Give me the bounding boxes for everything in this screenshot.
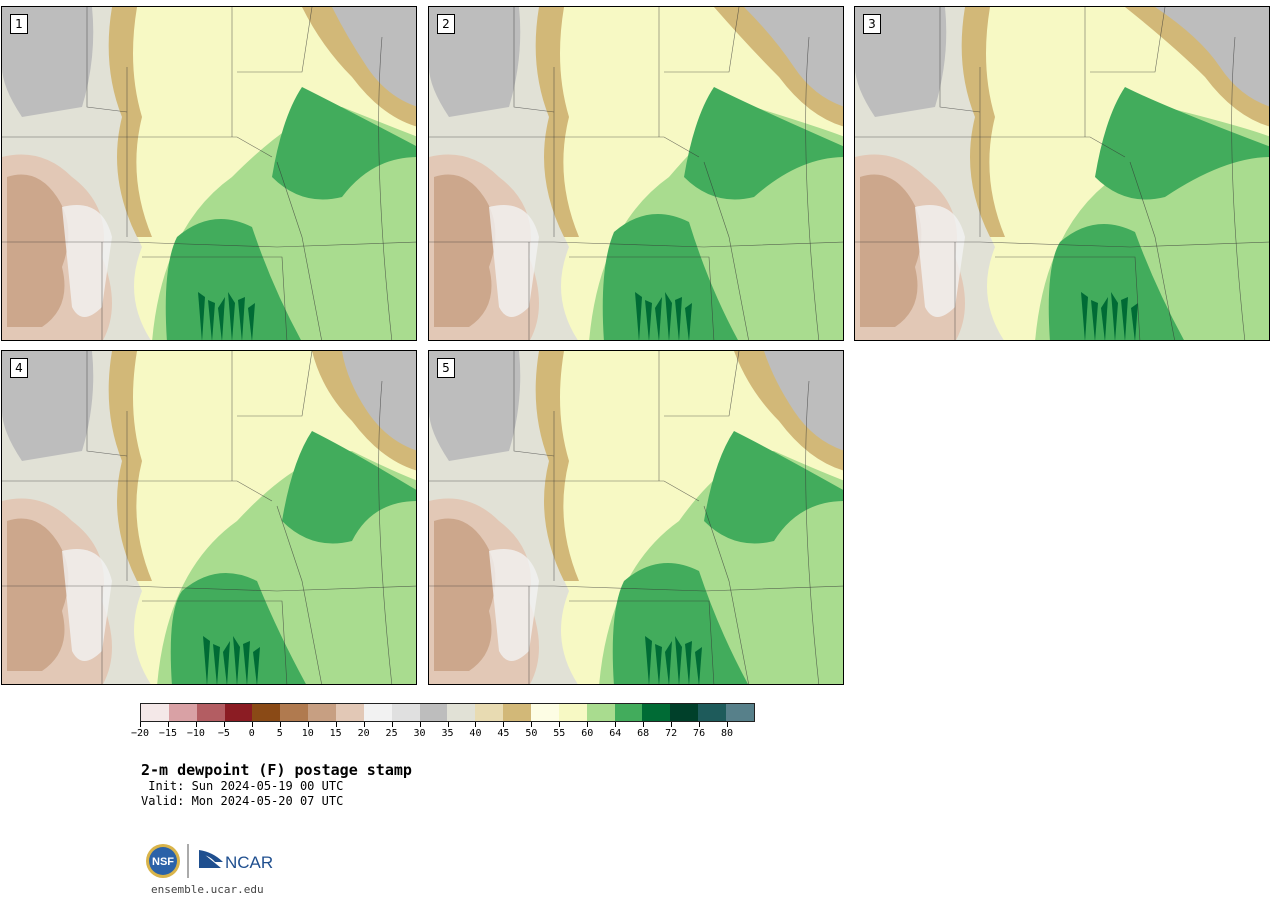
colorbar-tick-label: 76 <box>693 728 706 739</box>
colorbar-swatch <box>670 704 699 721</box>
colorbar-tick-label: −20 <box>130 728 150 739</box>
colorbar-swatch <box>475 704 504 721</box>
colorbar-ticks: −20 −15 −10 −5 0 5 10 15 20 25 30 35 40 45 50 55 60 64 68 7… <box>131 722 755 742</box>
colorbar-tick <box>307 722 309 727</box>
plot-title: 2-m dewpoint (F) postage stamp <box>141 761 412 779</box>
site-url[interactable]: ensemble.ucar.edu <box>151 883 264 896</box>
colorbar-tick <box>251 722 253 727</box>
colorbar-tick <box>475 722 477 727</box>
colorbar-swatch <box>141 704 169 721</box>
logos: NSF NCAR <box>143 842 278 882</box>
colorbar-tick-label: 55 <box>553 728 566 739</box>
colorbar-tick <box>587 722 589 727</box>
colorbar-tick <box>167 722 169 727</box>
colorbar-tick <box>419 722 421 727</box>
colorbar-tick <box>447 722 449 727</box>
colorbar-tick-label: 80 <box>721 728 734 739</box>
colorbar-tick <box>391 722 393 727</box>
colorbar-swatch <box>308 704 337 721</box>
colorbar-tick-label: 64 <box>609 728 622 739</box>
colorbar-swatch <box>642 704 671 721</box>
colorbar-swatch <box>252 704 281 721</box>
stamp-panel-5[interactable]: 5 <box>428 350 844 685</box>
colorbar-tick-label: 68 <box>637 728 650 739</box>
colorbar-swatch <box>726 704 754 721</box>
colorbar-swatch <box>280 704 309 721</box>
colorbar-swatch <box>447 704 476 721</box>
colorbar-tick <box>531 722 533 727</box>
dewpoint-map-3 <box>855 7 1269 340</box>
colorbar-swatch <box>503 704 532 721</box>
colorbar-swatch <box>419 704 448 721</box>
colorbar-swatch <box>168 704 197 721</box>
colorbar-swatch <box>363 704 392 721</box>
colorbar-swatch <box>558 704 587 721</box>
colorbar-tick-label: 35 <box>441 728 454 739</box>
colorbar-tick <box>671 722 673 727</box>
colorbar-tick-label: 20 <box>357 728 370 739</box>
colorbar-tick-label: 40 <box>469 728 482 739</box>
colorbar-tick <box>279 722 281 727</box>
nsf-logo: NSF <box>146 844 180 878</box>
colorbar-tick <box>195 722 197 727</box>
colorbar-tick <box>223 722 225 727</box>
colorbar-tick-label: 25 <box>385 728 398 739</box>
panel-label: 5 <box>437 358 455 378</box>
dewpoint-map-4 <box>2 351 416 684</box>
valid-time: Valid: Mon 2024-05-20 07 UTC <box>141 794 344 808</box>
stamp-panel-3[interactable]: 3 <box>854 6 1270 341</box>
colorbar-tick <box>615 722 617 727</box>
colorbar-swatch <box>391 704 420 721</box>
colorbar-tick <box>699 722 701 727</box>
panel-label: 1 <box>10 14 28 34</box>
dewpoint-map-5 <box>429 351 843 684</box>
colorbar-tick <box>335 722 337 727</box>
colorbar-tick <box>643 722 645 727</box>
colorbar-tick-label: 45 <box>497 728 510 739</box>
stamp-panel-1[interactable]: 1 <box>1 6 417 341</box>
init-time: Init: Sun 2024-05-19 00 UTC <box>141 779 344 793</box>
colorbar-swatch <box>224 704 253 721</box>
colorbar-tick-label: 50 <box>525 728 538 739</box>
panel-label: 2 <box>437 14 455 34</box>
colorbar-tick-label: −5 <box>217 728 230 739</box>
panel-label: 4 <box>10 358 28 378</box>
panel-label: 3 <box>863 14 881 34</box>
colorbar-tick <box>140 722 141 727</box>
colorbar-tick-label: −10 <box>186 728 205 739</box>
colorbar-tick-label: 30 <box>413 728 426 739</box>
stamp-panel-2[interactable]: 2 <box>428 6 844 341</box>
colorbar-swatch <box>698 704 727 721</box>
colorbar-tick <box>727 722 729 727</box>
colorbar-swatch <box>336 704 364 721</box>
colorbar-tick-label: 15 <box>329 728 342 739</box>
colorbar-tick <box>503 722 505 727</box>
colorbar-tick-label: −15 <box>158 728 177 739</box>
colorbar-swatch <box>531 704 559 721</box>
colorbar-tick-label: 10 <box>301 728 314 739</box>
stamp-panel-4[interactable]: 4 <box>1 350 417 685</box>
colorbar <box>140 703 755 722</box>
dewpoint-map-2 <box>429 7 843 340</box>
colorbar-swatch <box>614 704 643 721</box>
colorbar-tick <box>363 722 365 727</box>
colorbar-tick-label: 5 <box>276 728 283 739</box>
dewpoint-map-1 <box>2 7 416 340</box>
colorbar-tick <box>559 722 561 727</box>
nsf-logo-text: NSF <box>152 856 174 868</box>
colorbar-swatch <box>586 704 615 721</box>
colorbar-tick-label: 72 <box>665 728 678 739</box>
colorbar-swatch <box>196 704 225 721</box>
ncar-logo-text: NCAR <box>225 853 273 872</box>
ncar-logo: NCAR <box>199 850 273 872</box>
colorbar-tick-label: 0 <box>248 728 255 739</box>
colorbar-tick-label: 60 <box>581 728 594 739</box>
